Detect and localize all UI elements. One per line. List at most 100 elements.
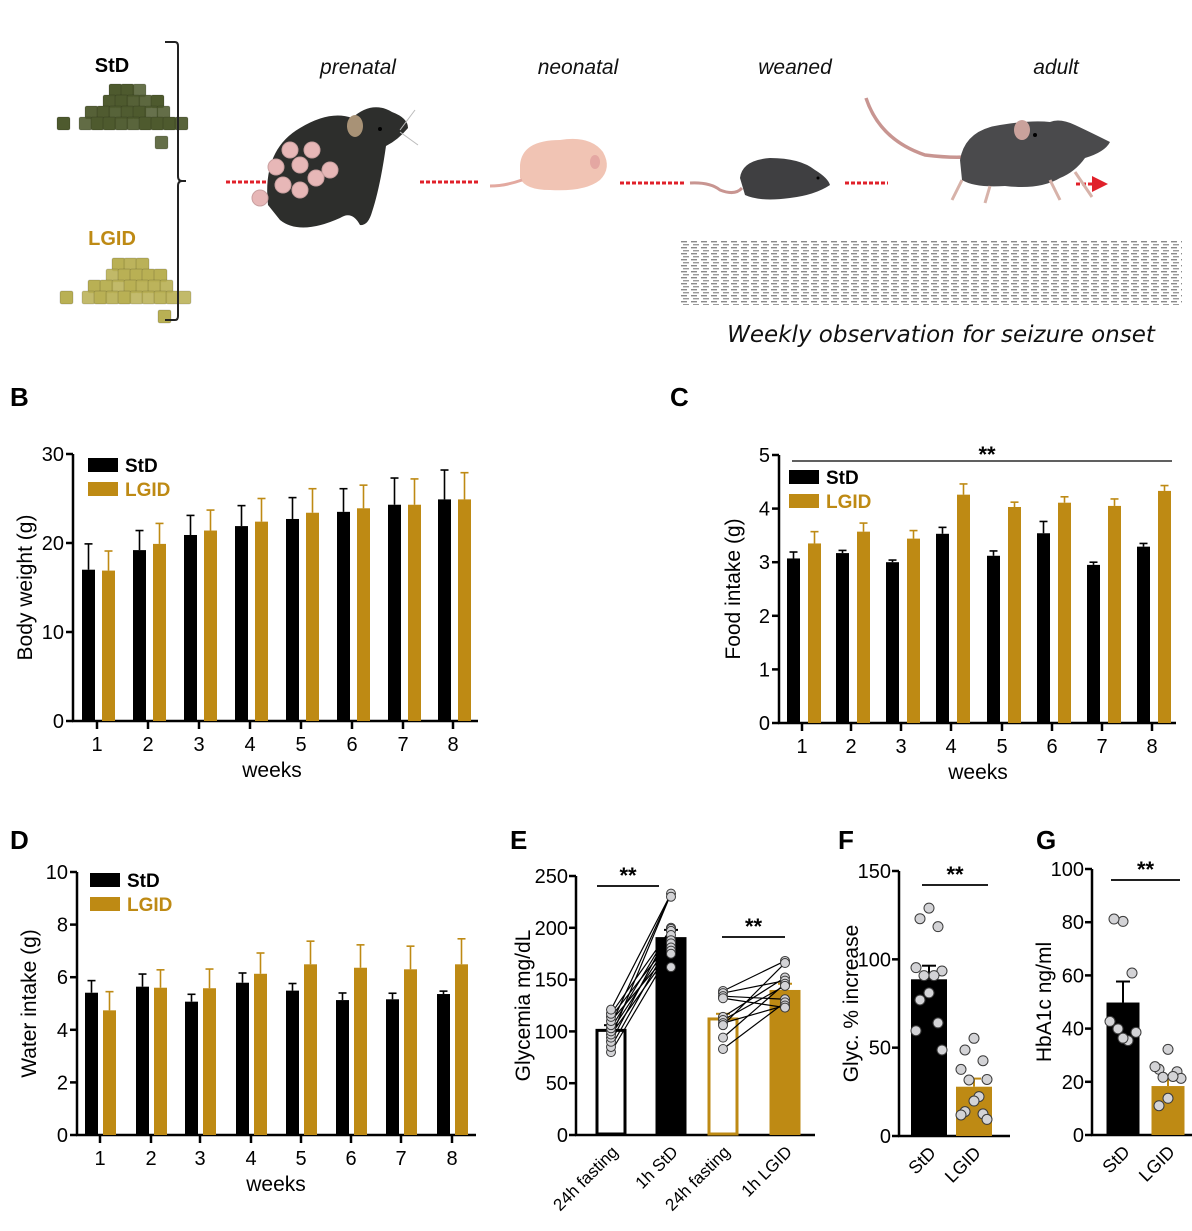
legend-swatch-lgid xyxy=(90,897,120,911)
x-tick-label: 8 xyxy=(446,1148,457,1170)
panel-label-f: F xyxy=(838,825,854,855)
bar-std-week-5 xyxy=(286,990,299,1135)
y-tick-label: 4 xyxy=(759,499,770,521)
data-point xyxy=(923,902,935,914)
significance-label: ** xyxy=(1137,857,1155,882)
significance-label: ** xyxy=(946,862,964,887)
bar-std-week-8 xyxy=(437,994,450,1135)
diet-label-lgid: LGID xyxy=(88,228,136,250)
x-tick-label: 3 xyxy=(193,734,204,756)
bar-lgid-week-6 xyxy=(357,508,370,721)
legend-swatch-lgid xyxy=(88,482,118,496)
pellet-icon xyxy=(59,290,74,305)
data-point xyxy=(666,891,676,902)
data-point xyxy=(666,962,676,973)
bar-std-week-2 xyxy=(836,553,849,723)
x-tick-label: 8 xyxy=(447,734,458,756)
bar-lgid-week-3 xyxy=(907,538,920,723)
pellet-icon xyxy=(154,135,169,150)
stage-label-weaned: weaned xyxy=(758,56,833,79)
x-tick-label: 7 xyxy=(397,734,408,756)
stage-label-neonatal: neonatal xyxy=(538,56,620,79)
bar-std-week-1 xyxy=(787,558,800,723)
data-point xyxy=(1167,1070,1179,1082)
data-point xyxy=(1153,1100,1165,1112)
bar-std-week-6 xyxy=(336,1000,349,1135)
x-tick-label: 2 xyxy=(845,736,856,758)
bar-std-week-2 xyxy=(136,986,149,1135)
x-tick-label: 3 xyxy=(895,736,906,758)
x-tick-label: StD xyxy=(904,1143,939,1178)
bar-lgid-week-8 xyxy=(458,499,471,721)
panel-label-e: E xyxy=(510,825,527,855)
weaned-mouse-icon xyxy=(689,158,830,200)
data-point xyxy=(928,970,940,982)
x-tick-label: LGID xyxy=(941,1143,985,1187)
bar-lgid-week-1 xyxy=(102,570,115,721)
data-point xyxy=(1126,967,1138,979)
y-tick-label: 1 xyxy=(759,659,770,681)
bar-lgid-week-7 xyxy=(1108,505,1121,723)
bar-lgid-week-7 xyxy=(404,969,417,1135)
x-tick-label: 1h StD xyxy=(632,1142,682,1192)
x-tick-label: 1h LGID xyxy=(738,1142,796,1200)
neonatal-mouse-icon xyxy=(489,138,607,191)
paired-line xyxy=(722,1001,786,1050)
y-tick-label: 30 xyxy=(42,444,64,466)
pellet-icon xyxy=(157,309,172,324)
y-tick-label: 5 xyxy=(759,445,770,467)
observation-caption: Weekly observation for seizure onset xyxy=(727,322,1156,348)
y-tick-label: 10 xyxy=(42,622,64,644)
data-point xyxy=(963,1074,975,1086)
data-point xyxy=(955,1109,967,1121)
paired-line xyxy=(610,928,672,1029)
x-tick-label: 5 xyxy=(996,736,1007,758)
pregnant-mouse-icon xyxy=(251,107,419,228)
paired-line xyxy=(610,893,672,1010)
paired-line xyxy=(722,960,786,992)
bar-lgid-week-8 xyxy=(455,964,468,1135)
bar-lgid-week-1 xyxy=(103,1010,116,1135)
pellet-icon xyxy=(81,290,96,305)
bar-lgid-week-4 xyxy=(255,521,268,721)
y-tick-label: 100 xyxy=(858,949,891,971)
y-tick-label: 4 xyxy=(57,1020,68,1042)
paired-line xyxy=(610,928,672,1015)
diet-bracket xyxy=(165,41,186,321)
bar-std-week-1 xyxy=(85,992,98,1135)
x-tick-label: StD xyxy=(1098,1142,1133,1177)
y-axis-title: Water intake (g) xyxy=(18,929,41,1078)
y-tick-label: 50 xyxy=(546,1073,568,1095)
x-tick-label: 8 xyxy=(1146,736,1157,758)
pellet-icon xyxy=(153,290,168,305)
bar-3 xyxy=(769,989,801,1135)
pellet-icon xyxy=(129,290,144,305)
schematic: StD LGID prenatal neonatal weaned adult xyxy=(56,41,1182,348)
panel-label-c: C xyxy=(670,382,689,412)
bar-lgid-week-1 xyxy=(808,543,821,723)
data-point xyxy=(718,1020,728,1031)
y-tick-label: 60 xyxy=(1062,965,1084,987)
y-axis-title: Body weight (g) xyxy=(14,515,37,661)
bar-std-week-3 xyxy=(185,1001,198,1135)
bar-lgid-week-4 xyxy=(254,973,267,1135)
x-axis-title: weeks xyxy=(241,759,302,782)
pellet-icon xyxy=(126,116,141,131)
y-axis-title: HbA1c ng/ml xyxy=(1033,942,1056,1062)
adult-mouse-icon xyxy=(864,97,1110,204)
bar-lgid-week-6 xyxy=(1058,502,1071,723)
bar-lgid-week-6 xyxy=(354,967,367,1135)
x-axis-title: weeks xyxy=(947,761,1008,784)
pellet-icon xyxy=(90,116,105,131)
data-point xyxy=(968,1032,980,1044)
bar-lgid-week-5 xyxy=(1008,506,1021,723)
bar-std-week-5 xyxy=(286,518,299,721)
data-point xyxy=(959,1044,971,1056)
paired-line xyxy=(722,962,786,1026)
bar-std-week-4 xyxy=(236,982,249,1135)
chart-hba1c: 0 20 40 60 80 100 HbA1c ng/ml StD LGID ** xyxy=(1033,857,1192,1186)
bar-std-week-8 xyxy=(1137,546,1150,723)
x-tick-label: 5 xyxy=(295,734,306,756)
panel-label-b: B xyxy=(10,382,29,412)
